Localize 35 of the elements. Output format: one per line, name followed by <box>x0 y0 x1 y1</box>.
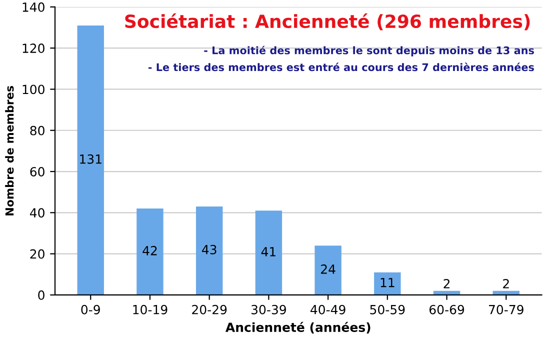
annotation: - Le tiers des membres est entré au cours des 7 dernières années <box>148 62 534 72</box>
x-tick-label: 40-49 <box>310 304 346 314</box>
bar <box>255 210 282 295</box>
data-label: 131 <box>80 154 102 164</box>
x-tick-label: 20-29 <box>192 304 227 314</box>
data-label: 41 <box>261 247 276 256</box>
x-tick-label: 30-39 <box>251 304 286 314</box>
y-tick-label: 40 <box>30 208 44 218</box>
y-tick-label: 140 <box>22 2 44 12</box>
annotation: - La moitié des membres le sont depuis moins de 13 ans <box>204 46 534 56</box>
data-label: 11 <box>380 278 394 288</box>
bar <box>314 246 342 295</box>
x-tick-label: 60-69 <box>429 304 464 314</box>
y-tick-label: 20 <box>30 249 44 259</box>
y-tick-label: 60 <box>30 166 44 176</box>
bar <box>196 206 223 295</box>
x-tick-label: 50-59 <box>370 304 405 314</box>
y-tick-label: 100 <box>22 84 44 94</box>
chart-title: Sociétariat : Ancienneté (296 membres) <box>125 13 530 30</box>
x-axis-title: Ancienneté (années) <box>225 322 370 334</box>
y-tick-label: 80 <box>30 126 44 136</box>
y-tick-label: 0 <box>38 290 44 300</box>
data-label: 43 <box>202 244 216 254</box>
bar <box>77 25 104 295</box>
data-label: 2 <box>444 278 450 288</box>
bar <box>136 208 164 295</box>
data-label: 2 <box>503 278 509 288</box>
bar <box>374 272 401 295</box>
data-label: 24 <box>321 264 336 274</box>
y-tick-label: 120 <box>22 44 44 54</box>
y-axis-title: Nombre de membres <box>5 86 14 216</box>
x-tick-label: 0-9 <box>81 304 100 314</box>
x-tick-label: 10-19 <box>133 304 168 314</box>
data-label: 42 <box>142 246 157 256</box>
x-tick-label: 70-79 <box>489 304 524 314</box>
